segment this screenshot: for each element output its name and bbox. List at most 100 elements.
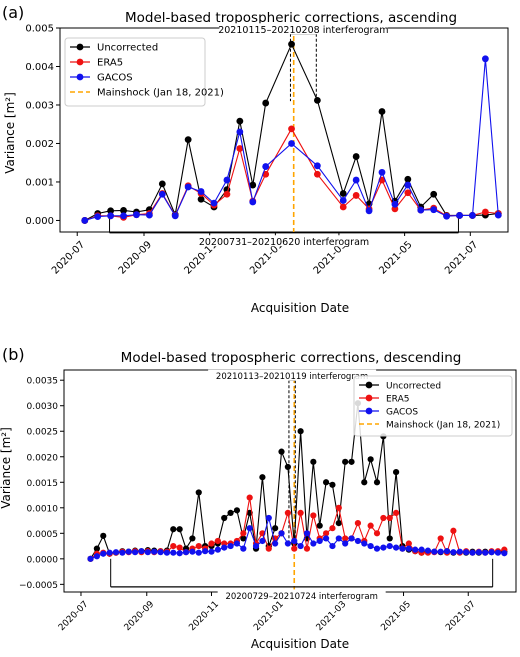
data-point-era5: [223, 190, 231, 198]
data-point-era5: [450, 527, 457, 534]
data-point-gacos: [393, 544, 400, 551]
data-point-gacos: [469, 549, 476, 556]
data-point-uncorrected: [352, 153, 360, 160]
data-point-gacos: [125, 548, 132, 555]
data-point-gacos: [81, 217, 89, 224]
data-point-gacos: [240, 545, 247, 552]
y-tick-label: 0.0030: [27, 402, 59, 412]
data-point-gacos: [184, 183, 192, 191]
data-point-gacos: [418, 546, 425, 553]
data-point-era5: [329, 525, 336, 532]
data-point-gacos: [494, 211, 502, 219]
x-tick-label: 2021-03: [315, 600, 349, 634]
chart-title: Model-based tropospheric corrections, as…: [125, 10, 457, 26]
data-point-gacos: [106, 549, 113, 556]
legend-entry: GACOS: [97, 73, 133, 84]
data-point-gacos: [176, 550, 183, 557]
data-point-gacos: [481, 55, 489, 63]
data-point-gacos: [272, 540, 279, 547]
y-tick-label: −0.0005: [19, 581, 58, 591]
data-point-uncorrected: [176, 526, 183, 533]
data-point-gacos: [133, 211, 140, 219]
data-point-era5: [265, 545, 272, 552]
data-point-gacos: [262, 163, 270, 170]
data-point-gacos: [138, 548, 145, 555]
data-point-gacos: [488, 549, 495, 556]
x-tick-label: 2020-07: [57, 600, 91, 634]
data-point-gacos: [120, 212, 127, 220]
data-point-gacos: [197, 188, 205, 195]
y-tick-label: 0.0005: [27, 530, 59, 540]
y-tick-label: 0.003: [25, 100, 54, 111]
data-point-uncorrected: [367, 456, 374, 463]
data-point-uncorrected: [316, 522, 323, 529]
data-point-gacos: [94, 213, 102, 221]
data-point-uncorrected: [249, 181, 257, 189]
data-point-gacos: [259, 537, 266, 545]
data-point-gacos: [202, 548, 209, 555]
data-point-gacos: [303, 530, 311, 537]
data-point-gacos: [342, 540, 349, 547]
data-point-era5: [303, 545, 311, 552]
data-point-gacos: [100, 550, 107, 557]
x-axis-label: Acquisition Date: [251, 301, 349, 315]
x-tick-label: 2021-05: [379, 600, 413, 634]
data-point-gacos: [475, 549, 482, 556]
y-tick-label: 0.004: [25, 62, 54, 73]
data-point-uncorrected: [240, 535, 247, 542]
y-tick-label: 0.002: [25, 139, 54, 150]
data-point-uncorrected: [288, 40, 295, 48]
legend-swatch-marker: [365, 381, 373, 389]
legend-box: [353, 375, 513, 437]
data-point-uncorrected: [221, 514, 228, 522]
data-point-era5: [288, 125, 295, 133]
data-point-gacos: [412, 546, 419, 553]
data-point-era5: [481, 208, 489, 216]
data-point-gacos: [443, 548, 451, 555]
data-point-gacos: [391, 200, 399, 208]
interferogram-label: 20210115–20210208 interferogram: [218, 25, 388, 36]
data-point-uncorrected: [386, 535, 393, 542]
data-point-gacos: [145, 211, 153, 219]
x-tick-label: 2020-07: [50, 239, 87, 276]
y-tick-label: 0.005: [25, 24, 54, 35]
data-point-era5: [367, 522, 374, 529]
data-point-gacos: [313, 162, 321, 170]
data-point-gacos: [157, 549, 164, 556]
data-point-gacos: [246, 525, 253, 532]
panel-label: (b): [2, 345, 25, 364]
data-point-uncorrected: [430, 190, 438, 198]
data-point-gacos: [431, 548, 438, 555]
data-point-era5: [354, 520, 362, 527]
data-point-era5: [335, 504, 342, 511]
panel-descending: (b) Model-based tropospheric corrections…: [0, 345, 517, 651]
data-point-uncorrected: [100, 532, 107, 539]
data-point-uncorrected: [310, 458, 317, 465]
data-point-era5: [195, 542, 202, 550]
interferogram-label-bg: [200, 235, 368, 247]
data-point-gacos: [171, 212, 179, 220]
data-point-gacos: [208, 548, 215, 555]
data-point-gacos: [456, 212, 463, 219]
data-point-era5: [352, 192, 360, 199]
legend-entry: ERA5: [97, 58, 123, 69]
data-point-era5: [386, 514, 393, 522]
data-point-gacos: [405, 545, 412, 552]
data-point-uncorrected: [297, 428, 304, 435]
y-tick-label: 0.0000: [27, 555, 59, 565]
data-point-era5: [437, 535, 444, 542]
data-point-gacos: [107, 212, 115, 220]
data-point-uncorrected: [93, 545, 100, 552]
data-point-gacos: [417, 206, 425, 214]
data-point-uncorrected: [278, 448, 285, 455]
data-point-uncorrected: [262, 99, 270, 107]
data-point-gacos: [87, 555, 94, 562]
data-point-gacos: [252, 542, 260, 550]
data-point-era5: [284, 509, 291, 516]
data-point-uncorrected: [236, 117, 244, 125]
data-point-gacos: [354, 537, 362, 545]
data-point-era5: [291, 545, 298, 552]
data-point-era5: [214, 537, 221, 545]
panel-label: (a): [2, 3, 24, 22]
data-point-uncorrected: [170, 526, 177, 533]
